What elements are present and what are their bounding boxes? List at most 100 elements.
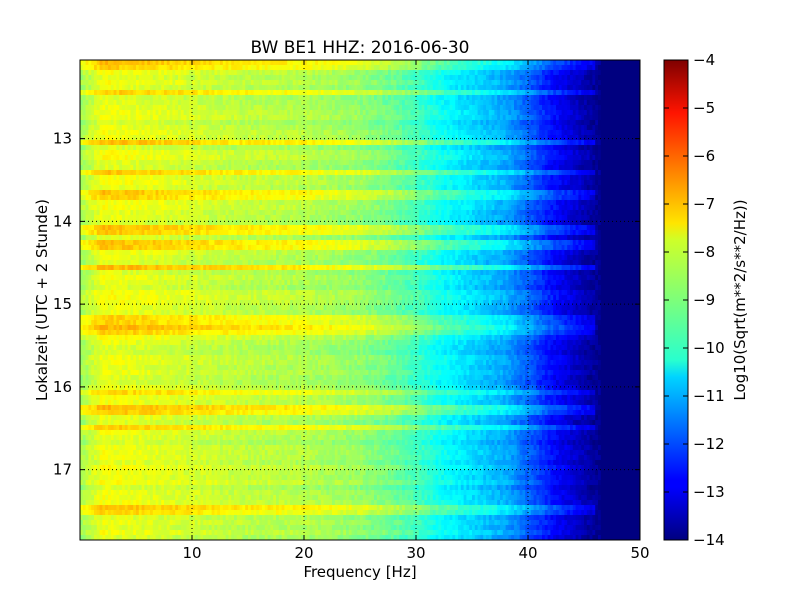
heatmap-cell bbox=[234, 100, 238, 106]
heatmap-cell bbox=[102, 100, 106, 106]
heatmap-cell bbox=[276, 90, 280, 96]
heatmap-cell bbox=[329, 75, 333, 81]
heatmap-cell bbox=[368, 130, 372, 136]
heatmap-cell bbox=[497, 70, 501, 76]
heatmap-cell bbox=[301, 95, 305, 101]
heatmap-cell bbox=[438, 115, 442, 121]
heatmap-cell bbox=[138, 125, 143, 131]
heatmap-cell bbox=[474, 70, 479, 76]
heatmap-cell bbox=[399, 135, 403, 141]
heatmap-cell bbox=[441, 135, 445, 141]
heatmap-cell bbox=[578, 115, 582, 121]
heatmap-cell bbox=[346, 85, 350, 91]
heatmap-cell bbox=[519, 140, 523, 146]
heatmap-cell bbox=[88, 160, 92, 166]
heatmap-cell bbox=[371, 95, 375, 101]
heatmap-cell bbox=[273, 155, 277, 161]
heatmap-cell bbox=[446, 65, 451, 71]
heatmap-cell bbox=[480, 125, 484, 131]
heatmap-cell bbox=[376, 65, 381, 71]
heatmap-cell bbox=[388, 60, 392, 66]
heatmap-cell bbox=[295, 125, 299, 131]
heatmap-cell bbox=[374, 105, 378, 111]
heatmap-cell bbox=[147, 130, 151, 136]
heatmap-cell bbox=[514, 75, 518, 81]
heatmap-cell bbox=[578, 80, 582, 86]
heatmap-cell bbox=[245, 150, 249, 156]
heatmap-cell bbox=[183, 135, 187, 141]
heatmap-cell bbox=[85, 155, 89, 161]
heatmap-cell bbox=[211, 105, 215, 111]
heatmap-cell bbox=[150, 130, 154, 136]
heatmap-cell bbox=[390, 140, 395, 146]
heatmap-cell bbox=[376, 150, 381, 156]
heatmap-cell bbox=[404, 70, 409, 76]
heatmap-cell bbox=[488, 105, 493, 111]
heatmap-cell bbox=[88, 95, 92, 101]
heatmap-cell bbox=[323, 135, 327, 141]
heatmap-cell bbox=[516, 150, 521, 156]
heatmap-cell bbox=[197, 150, 201, 156]
heatmap-cell bbox=[474, 145, 479, 151]
heatmap-cell bbox=[544, 85, 549, 91]
heatmap-cell bbox=[242, 60, 246, 66]
heatmap-cell bbox=[556, 95, 560, 101]
heatmap-cell bbox=[152, 60, 157, 66]
heatmap-cell bbox=[287, 105, 291, 111]
heatmap-cell bbox=[164, 80, 168, 86]
heatmap-cell bbox=[469, 115, 473, 121]
heatmap-cell bbox=[116, 90, 120, 96]
heatmap-cell bbox=[628, 60, 633, 66]
heatmap-cell bbox=[505, 155, 509, 161]
heatmap-cell bbox=[332, 90, 336, 96]
heatmap-cell bbox=[455, 85, 459, 91]
heatmap-cell bbox=[452, 75, 456, 81]
heatmap-cell bbox=[147, 65, 151, 71]
heatmap-cell bbox=[578, 65, 582, 71]
heatmap-cell bbox=[598, 145, 602, 151]
heatmap-cell bbox=[144, 60, 148, 66]
heatmap-cell bbox=[82, 60, 87, 66]
heatmap-cell bbox=[416, 155, 420, 161]
heatmap-cell bbox=[259, 85, 263, 91]
heatmap-cell bbox=[514, 80, 518, 86]
heatmap-cell bbox=[267, 125, 271, 131]
heatmap-cell bbox=[466, 60, 470, 66]
heatmap-cell bbox=[553, 60, 557, 66]
heatmap-cell bbox=[183, 90, 187, 96]
heatmap-cell bbox=[164, 70, 168, 76]
heatmap-cell bbox=[211, 90, 215, 96]
heatmap-cell bbox=[556, 75, 560, 81]
heatmap-cell bbox=[220, 100, 224, 106]
heatmap-cell bbox=[390, 130, 395, 136]
heatmap-cell bbox=[136, 100, 140, 106]
heatmap-cell bbox=[264, 85, 269, 91]
heatmap-cell bbox=[536, 125, 540, 131]
heatmap-cell bbox=[432, 140, 437, 146]
heatmap-cell bbox=[407, 110, 411, 116]
heatmap-cell bbox=[379, 95, 383, 101]
heatmap-cell bbox=[306, 105, 311, 111]
heatmap-cell bbox=[421, 65, 425, 71]
heatmap-cell bbox=[505, 80, 509, 86]
heatmap-cell bbox=[136, 105, 140, 111]
heatmap-cell bbox=[561, 100, 565, 106]
heatmap-cell bbox=[253, 135, 257, 141]
heatmap-cell bbox=[564, 125, 568, 131]
heatmap-cell bbox=[270, 145, 274, 151]
heatmap-cell bbox=[480, 80, 484, 86]
heatmap-cell bbox=[194, 60, 199, 66]
heatmap-cell bbox=[253, 150, 257, 156]
heatmap-cell bbox=[427, 90, 431, 96]
heatmap-cell bbox=[623, 155, 627, 161]
heatmap-cell bbox=[276, 120, 280, 126]
heatmap-cell bbox=[631, 75, 635, 81]
heatmap-cell bbox=[150, 145, 154, 151]
heatmap-cell bbox=[623, 70, 627, 76]
heatmap-cell bbox=[598, 115, 602, 121]
heatmap-cell bbox=[290, 155, 294, 161]
heatmap-cell bbox=[368, 80, 372, 86]
heatmap-cell bbox=[449, 65, 453, 71]
heatmap-cell bbox=[536, 120, 540, 126]
heatmap-cell bbox=[119, 150, 123, 156]
